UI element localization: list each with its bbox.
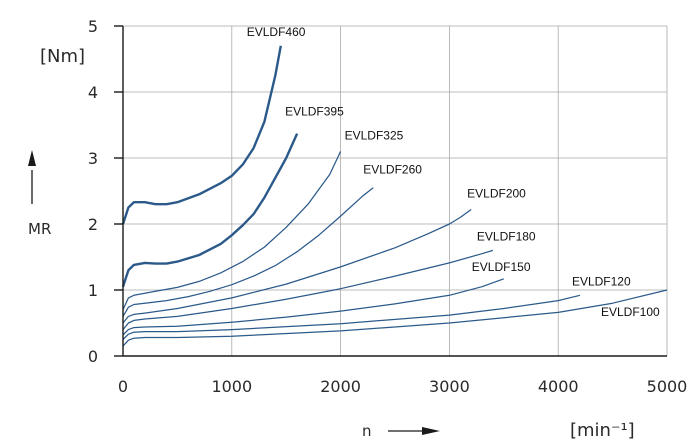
y-tick-label: 2 [88,215,98,234]
y-tick-label: 1 [88,281,98,300]
curve-evldf325 [122,151,342,311]
curve-label-evldf100: EVLDF100 [601,305,660,319]
curves [121,45,668,347]
curve-evldf260 [122,187,374,317]
curve-label-evldf260: EVLDF260 [363,163,422,177]
y-axis-arrow [28,150,36,204]
curve-evldf100 [122,289,668,347]
curve-label-evldf395: EVLDF395 [285,105,344,119]
x-tick-label: 4000 [538,377,579,396]
x-tick-label: 5000 [647,377,688,396]
curve-evldf395 [121,133,299,288]
curve-evldf460 [121,45,282,225]
y-axis-title: MR [28,220,51,238]
x-unit-label: [min⁻¹] [570,420,635,441]
y-unit-label: [Nm] [40,46,85,67]
curve-label-evldf120: EVLDF120 [572,274,631,288]
x-tick-label: 3000 [429,377,470,396]
y-tick-label: 4 [88,83,98,102]
y-tick-label: 3 [88,149,98,168]
curve-label-evldf460: EVLDF460 [247,25,306,39]
curve-label-evldf150: EVLDF150 [472,260,531,274]
x-tick-label: 1000 [211,377,252,396]
y-tick-label: 0 [88,347,98,366]
curve-evldf200 [122,208,472,324]
curve-evldf150 [122,278,505,336]
curve-evldf120 [122,294,581,340]
x-axis-arrow [388,427,440,435]
x-axis-title: n [362,422,372,440]
curve-label-evldf200: EVLDF200 [467,186,526,200]
x-tick-label: 2000 [320,377,361,396]
curve-evldf180 [122,249,494,330]
x-tick-label: 0 [118,377,128,396]
y-tick-label: 5 [88,17,98,36]
axes [114,25,667,357]
curve-label-evldf325: EVLDF325 [345,128,404,142]
curve-label-evldf180: EVLDF180 [477,229,536,243]
labels: 0 1000 2000 3000 4000 5000 0 1 2 3 4 5 EVLDF460 EVLDF… [88,17,688,396]
